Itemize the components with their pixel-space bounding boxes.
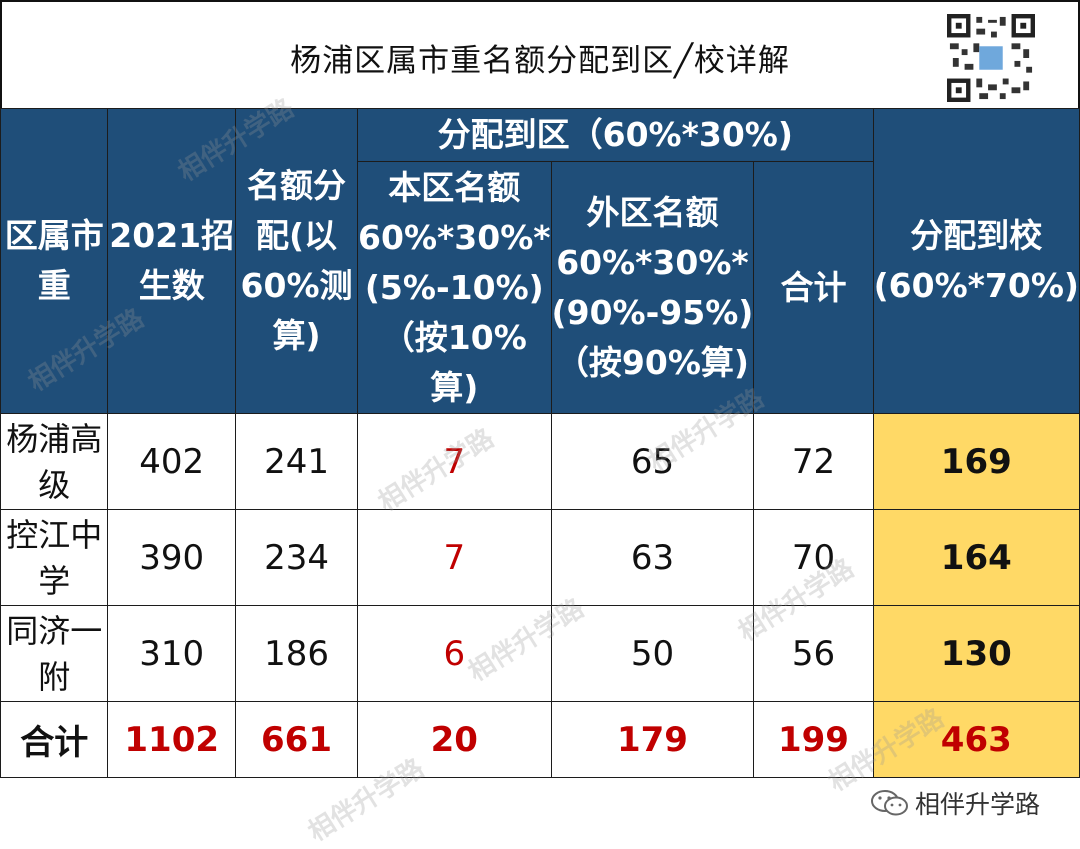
school-name-cell: 同济一附 [0, 605, 109, 702]
title-bar: 杨浦区属市重名额分配到区╱校详解 [0, 0, 1080, 108]
account-name: 相伴升学路 [915, 790, 1041, 819]
local-cell: 7 [357, 509, 552, 606]
header-district-allocation: 分配到区（60%*30%) [357, 108, 874, 162]
header-school-name: 区属市重 [0, 108, 109, 414]
header-other-district: 外区名额60%*30%*(90%-95%)（按90%算) [550, 161, 755, 414]
total-enrollment: 1102 [107, 701, 236, 778]
table-row: 控江中学 390 234 7 63 70 164 [0, 509, 1080, 606]
total-row: 合计 1102 661 20 179 199 463 [0, 701, 1080, 778]
outside-cell: 50 [550, 605, 755, 702]
school-allocation-cell: 130 [872, 605, 1080, 702]
school-allocation-cell: 169 [872, 413, 1080, 510]
sum-cell: 56 [753, 605, 874, 702]
total-label: 合计 [0, 701, 109, 778]
table-row: 杨浦高级 402 241 7 65 72 169 [0, 413, 1080, 510]
sum-cell: 70 [753, 509, 874, 606]
school-name-cell: 控江中学 [0, 509, 109, 606]
outside-cell: 65 [550, 413, 755, 510]
table-row: 同济一附 310 186 6 50 56 130 [0, 605, 1080, 702]
total-sum: 199 [753, 701, 874, 778]
quota-cell: 241 [234, 413, 359, 510]
outside-cell: 63 [550, 509, 755, 606]
school-allocation-cell: 164 [872, 509, 1080, 606]
wechat-icon [871, 790, 908, 816]
enrollment-cell: 310 [107, 605, 236, 702]
header-school-allocation: 分配到校(60%*70%) [872, 108, 1080, 414]
header-quota: 名额分配(以60%测算) [234, 108, 359, 414]
enrollment-cell: 402 [107, 413, 236, 510]
header-local-district: 本区名额60%*30%*(5%-10%)（按10%算) [357, 161, 552, 414]
enrollment-cell: 390 [107, 509, 236, 606]
total-quota: 661 [234, 701, 359, 778]
header-enrollment: 2021招生数 [107, 108, 236, 414]
quota-cell: 186 [234, 605, 359, 702]
local-cell: 6 [357, 605, 552, 702]
header-subtotal: 合计 [753, 161, 874, 414]
qr-code-icon [947, 14, 1035, 102]
total-school-allocation: 463 [872, 701, 1080, 778]
quota-cell: 234 [234, 509, 359, 606]
local-cell: 7 [357, 413, 552, 510]
sum-cell: 72 [753, 413, 874, 510]
quota-table: 区属市重 2021招生数 名额分配(以60%测算) 分配到区（60%*30%) … [0, 108, 1080, 778]
total-outside: 179 [550, 701, 755, 778]
total-local: 20 [357, 701, 552, 778]
school-name-cell: 杨浦高级 [0, 413, 109, 510]
page-title: 杨浦区属市重名额分配到区╱校详解 [290, 43, 790, 79]
